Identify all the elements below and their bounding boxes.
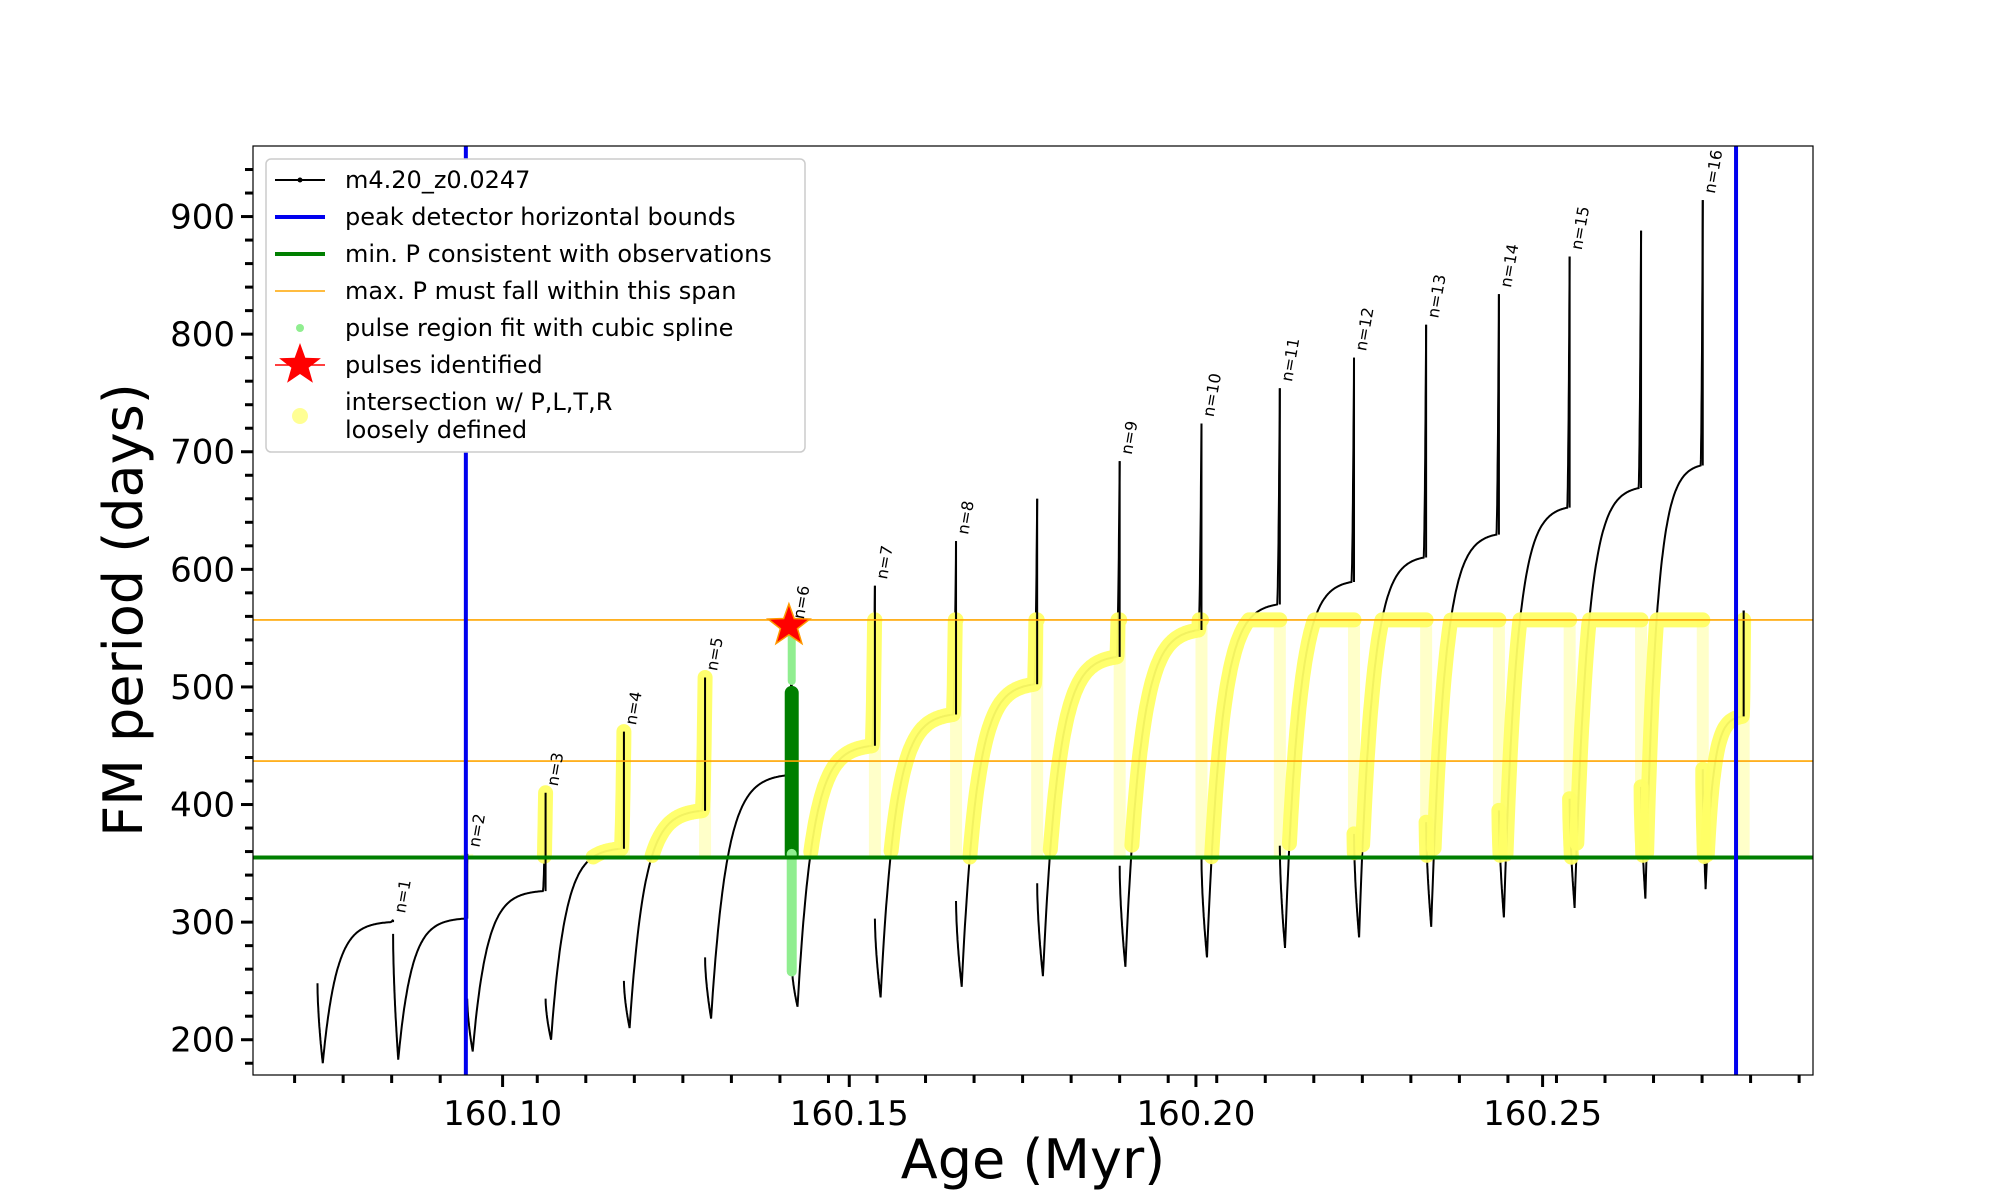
intersection-overlay (1418, 814, 1435, 863)
x-axis-label: Age (Myr) (901, 1128, 1166, 1191)
legend-label: pulse region fit with cubic spline (345, 314, 733, 342)
legend-label: min. P consistent with observations (345, 240, 772, 268)
pulse-curve (466, 792, 547, 1052)
pulse-star (765, 601, 813, 646)
legend-label: max. P must fall within this span (345, 277, 736, 305)
pulse-curve (704, 625, 793, 1019)
curve-layer (316, 200, 1752, 1064)
x-tick-label: 160.10 (443, 1094, 562, 1134)
x-tick-label: 160.25 (1483, 1094, 1602, 1134)
pulse-curve (316, 919, 394, 1064)
y-tick-label: 500 (170, 668, 235, 708)
x-tick-label: 160.20 (1136, 1094, 1255, 1134)
y-axis-label: FM period (days) (92, 383, 155, 837)
legend-label: peak detector horizontal bounds (345, 203, 736, 231)
legend-label: intersection w/ P,L,T,R (345, 388, 612, 416)
x-tick-label: 160.15 (790, 1094, 909, 1134)
intersection-overlay (883, 612, 964, 859)
pulse-curve (1425, 294, 1500, 927)
legend-box (265, 158, 806, 453)
pulse-curve (1568, 230, 1643, 909)
legend-label: pulses identified (345, 351, 543, 379)
intersection-overlay (803, 612, 883, 860)
reference-lines (253, 146, 1813, 1075)
intersection-overlay (1124, 612, 1209, 853)
pulse-curve (1640, 200, 1704, 899)
y-tick-label: 600 (170, 550, 235, 590)
legend-label: m4.20_z0.0247 (345, 166, 530, 194)
legend-swatch-star (279, 343, 321, 383)
intersection-overlay (1699, 612, 1752, 862)
intersection-overlay (962, 612, 1045, 865)
y-tick-label: 300 (170, 903, 235, 943)
y-tick-label: 700 (170, 433, 235, 473)
y-tick-label: 800 (170, 315, 235, 355)
pulse-curve (392, 853, 469, 1060)
legend-swatch-dot (296, 324, 304, 332)
y-tick-label: 200 (170, 1021, 235, 1061)
intersection-overlay (644, 670, 713, 863)
legend-swatch-dot (292, 408, 308, 424)
y-tick-label: 900 (170, 198, 235, 238)
pulse-curve (1353, 324, 1428, 938)
intersection-overlay (585, 724, 632, 865)
y-tick-label: 400 (170, 786, 235, 826)
legend-swatch-marker (297, 177, 303, 183)
legend-label: loosely defined (345, 416, 527, 444)
plot-frame (252, 145, 1814, 1076)
pulse-curve (1497, 256, 1571, 918)
intersection-overlay (1042, 612, 1128, 858)
axes: 200 300 400 500 600 700 800 900 160.10 160.15 160.… (170, 168, 1801, 1134)
